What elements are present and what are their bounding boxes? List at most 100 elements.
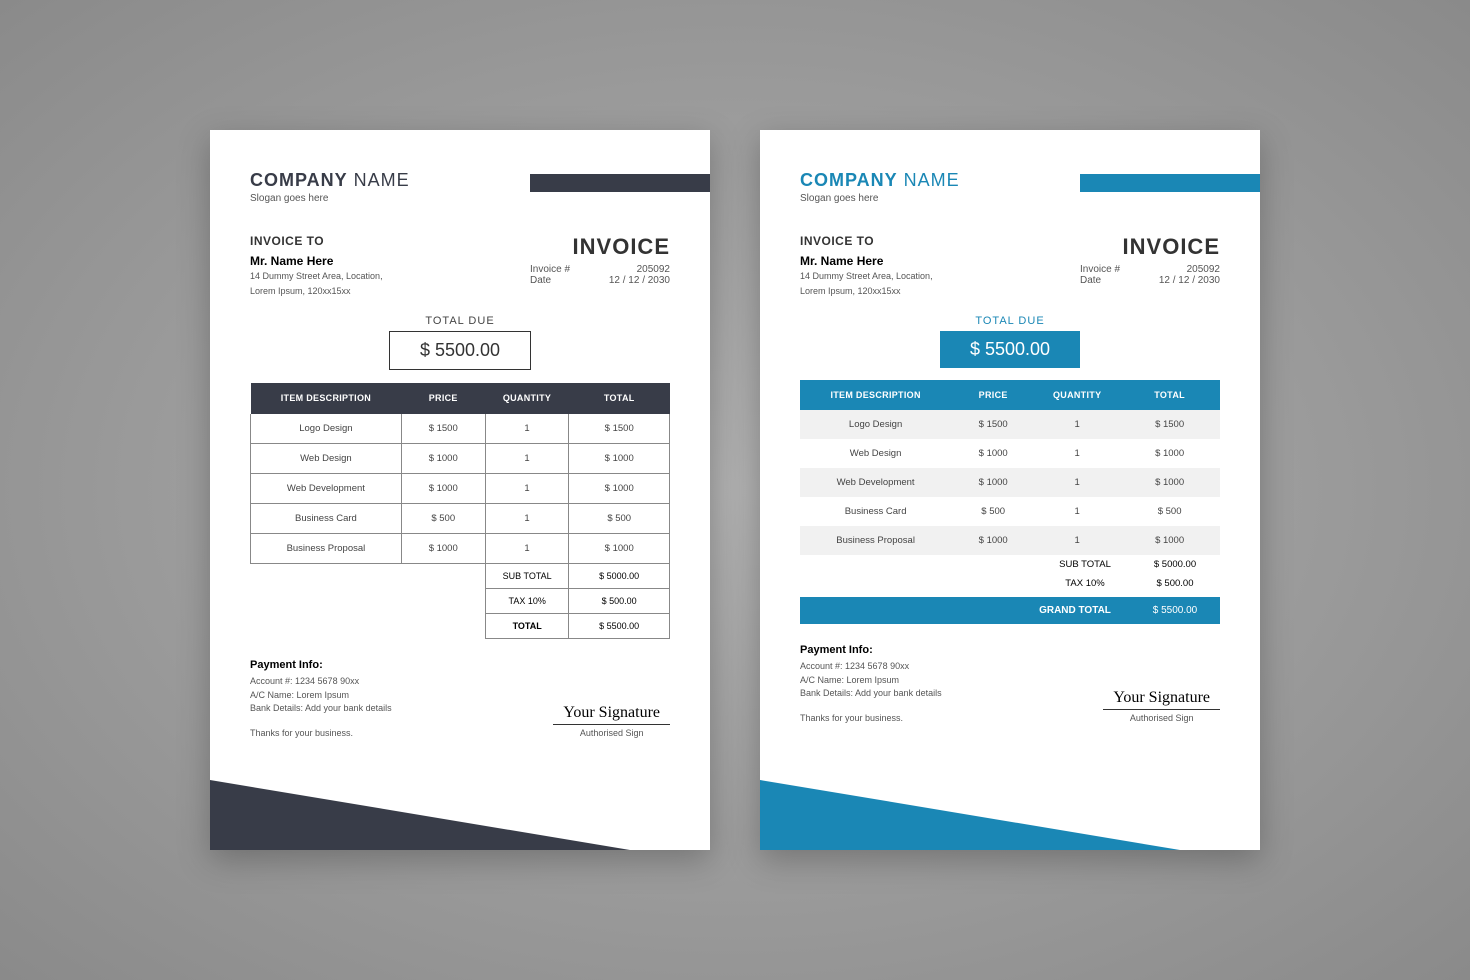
company-name: COMPANY NAME (250, 170, 410, 191)
table-row: Business Card$ 5001$ 500 (800, 497, 1220, 526)
cell-qty: 1 (485, 444, 569, 474)
cell-desc: Business Card (800, 497, 951, 526)
payment-title: Payment Info: (800, 644, 942, 656)
th-price: PRICE (401, 383, 485, 414)
cell-desc: Web Development (800, 468, 951, 497)
cell-price: $ 1000 (951, 468, 1035, 497)
invoice-date-label: Date (1080, 275, 1101, 286)
invoice-number: 205092 (637, 264, 670, 275)
payment-bank: Bank Details: Add your bank details (800, 687, 942, 701)
signature-label: Authorised Sign (1103, 713, 1220, 723)
thanks-text: Thanks for your business. (250, 728, 392, 738)
cell-desc: Logo Design (800, 410, 951, 439)
cell-qty: 1 (485, 474, 569, 504)
invoice-number-label: Invoice # (530, 264, 570, 275)
table-row: Logo Design$ 15001$ 1500 (800, 410, 1220, 439)
invoice-template-blue: COMPANY NAME Slogan goes here INVOICE TO… (760, 130, 1260, 850)
invoice-title: INVOICE (1080, 234, 1220, 260)
thanks-text: Thanks for your business. (800, 713, 942, 723)
tax-value: $ 500.00 (569, 589, 670, 614)
invoice-number: 205092 (1187, 264, 1220, 275)
cell-total: $ 1000 (569, 534, 670, 564)
cell-total: $ 1000 (569, 474, 670, 504)
cell-price: $ 500 (401, 504, 485, 534)
invoice-to-label: INVOICE TO (250, 234, 383, 248)
total-label: TOTAL (485, 614, 569, 639)
invoice-template-dark: COMPANY NAME Slogan goes here INVOICE TO… (210, 130, 710, 850)
client-address-2: Lorem Ipsum, 120xx15xx (250, 285, 383, 298)
cell-price: $ 1500 (401, 414, 485, 444)
signature-block: Your Signature Authorised Sign (553, 704, 670, 738)
company-name-light: NAME (348, 170, 410, 190)
th-total: TOTAL (569, 383, 670, 414)
invoice-info-block: INVOICE Invoice #205092 Date12 / 12 / 20… (1080, 234, 1220, 297)
company-name-bold: COMPANY (250, 170, 348, 190)
th-qty: QUANTITY (485, 383, 569, 414)
cell-qty: 1 (1035, 526, 1119, 555)
subtotal-value: $ 5000.00 (1130, 559, 1220, 570)
th-total: TOTAL (1119, 380, 1220, 410)
payment-bank: Bank Details: Add your bank details (250, 702, 392, 716)
total-due: TOTAL DUE $ 5500.00 (250, 315, 670, 370)
items-tbody-v2: Logo Design$ 15001$ 1500Web Design$ 1000… (800, 410, 1220, 555)
payment-info: Payment Info: Account #: 1234 5678 90xx … (250, 659, 392, 716)
cell-desc: Web Design (251, 444, 402, 474)
cell-qty: 1 (1035, 410, 1119, 439)
cell-total: $ 1500 (569, 414, 670, 444)
table-row: Business Proposal$ 10001$ 1000 (800, 526, 1220, 555)
payment-title: Payment Info: (250, 659, 392, 671)
cell-qty: 1 (1035, 497, 1119, 526)
cell-qty: 1 (1035, 468, 1119, 497)
cell-total: $ 1500 (1119, 410, 1220, 439)
cell-price: $ 1000 (951, 526, 1035, 555)
payment-info: Payment Info: Account #: 1234 5678 90xx … (800, 644, 942, 701)
tax-value: $ 500.00 (1130, 578, 1220, 589)
cell-price: $ 500 (951, 497, 1035, 526)
signature-script: Your Signature (1103, 689, 1220, 710)
subtotal-value: $ 5000.00 (569, 564, 670, 589)
payment-account: Account #: 1234 5678 90xx (250, 675, 392, 689)
invoice-meta-row: INVOICE TO Mr. Name Here 14 Dummy Street… (250, 234, 670, 297)
footer: Payment Info: Account #: 1234 5678 90xx … (250, 659, 670, 738)
table-row: Web Design$ 10001$ 1000 (800, 439, 1220, 468)
client-address-1: 14 Dummy Street Area, Location, (800, 270, 933, 283)
table-row: Web Design$ 10001$ 1000 (251, 444, 670, 474)
th-desc: ITEM DESCRIPTION (251, 383, 402, 414)
company-block: COMPANY NAME Slogan goes here (800, 170, 960, 204)
bill-to-block: INVOICE TO Mr. Name Here 14 Dummy Street… (800, 234, 933, 297)
cell-qty: 1 (1035, 439, 1119, 468)
items-table: ITEM DESCRIPTION PRICE QUANTITY TOTAL Lo… (250, 382, 670, 564)
th-price: PRICE (951, 380, 1035, 410)
total-due-label: TOTAL DUE (250, 315, 670, 327)
th-desc: ITEM DESCRIPTION (800, 380, 951, 410)
table-row: Business Proposal$ 10001$ 1000 (251, 534, 670, 564)
footer-triangle (760, 760, 1260, 850)
cell-price: $ 1000 (401, 474, 485, 504)
cell-price: $ 1000 (401, 534, 485, 564)
payment-acname: A/C Name: Lorem Ipsum (800, 674, 942, 688)
accent-bar (1080, 174, 1260, 192)
total-due-label: TOTAL DUE (800, 315, 1220, 327)
payment-acname: A/C Name: Lorem Ipsum (250, 689, 392, 703)
footer: Payment Info: Account #: 1234 5678 90xx … (800, 644, 1220, 723)
subtotal-label: SUB TOTAL (1040, 559, 1130, 570)
company-name: COMPANY NAME (800, 170, 960, 191)
grand-total-value: $ 5500.00 (1130, 605, 1220, 616)
cell-total: $ 1000 (1119, 468, 1220, 497)
invoice-date: 12 / 12 / 2030 (609, 275, 670, 286)
company-slogan: Slogan goes here (250, 193, 410, 204)
tax-label: TAX 10% (1040, 578, 1130, 589)
cell-qty: 1 (485, 414, 569, 444)
company-slogan: Slogan goes here (800, 193, 960, 204)
total-due-value: $ 5500.00 (389, 331, 531, 370)
cell-price: $ 1000 (401, 444, 485, 474)
invoice-meta-row: INVOICE TO Mr. Name Here 14 Dummy Street… (800, 234, 1220, 297)
cell-desc: Business Card (251, 504, 402, 534)
subtotal-label: SUB TOTAL (485, 564, 569, 589)
cell-qty: 1 (485, 504, 569, 534)
cell-price: $ 1500 (951, 410, 1035, 439)
cell-desc: Business Proposal (800, 526, 951, 555)
client-name: Mr. Name Here (800, 254, 933, 268)
cell-desc: Logo Design (251, 414, 402, 444)
cell-desc: Web Design (800, 439, 951, 468)
